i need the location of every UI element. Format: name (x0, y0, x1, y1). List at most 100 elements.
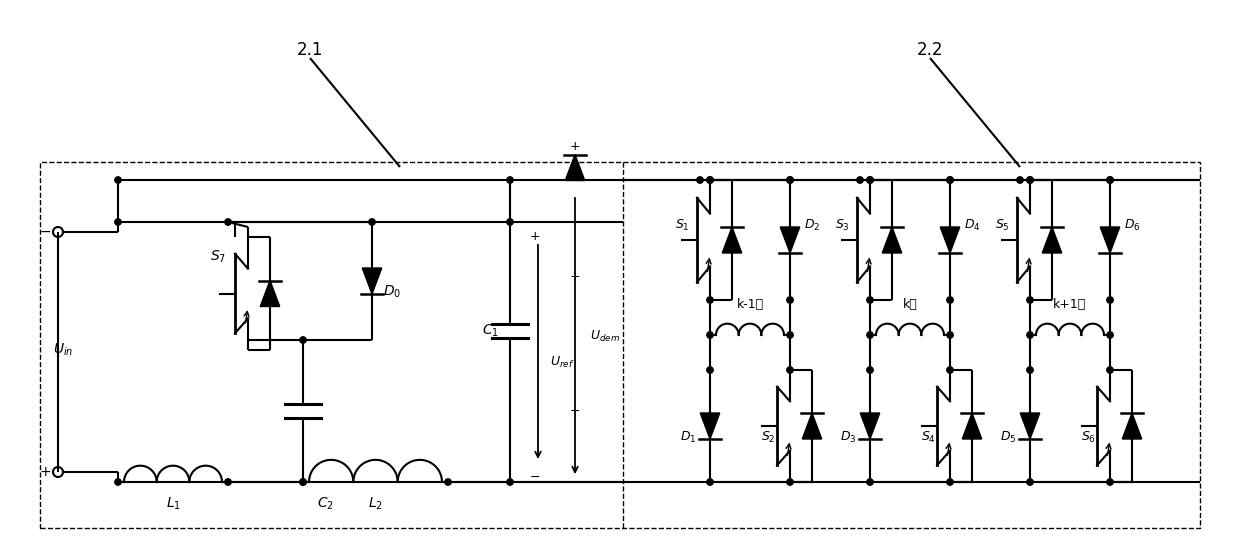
Circle shape (706, 367, 714, 373)
Circle shape (507, 177, 513, 183)
Circle shape (787, 479, 793, 485)
Circle shape (947, 297, 953, 303)
Polygon shape (565, 154, 585, 180)
Circle shape (867, 479, 873, 485)
Text: $U_{ref}$: $U_{ref}$ (550, 354, 574, 369)
Circle shape (706, 177, 714, 183)
Text: $L_1$: $L_1$ (166, 496, 181, 512)
Circle shape (115, 219, 121, 225)
Text: $S_3$: $S_3$ (835, 217, 850, 233)
Text: $S_6$: $S_6$ (1080, 430, 1095, 445)
Text: $D_1$: $D_1$ (680, 430, 696, 445)
Circle shape (867, 367, 873, 373)
Circle shape (787, 297, 793, 303)
Polygon shape (860, 413, 880, 439)
Text: $S_7$: $S_7$ (209, 249, 225, 265)
Circle shape (1027, 479, 1033, 485)
Text: 2.2: 2.2 (917, 41, 943, 59)
Circle shape (1027, 332, 1033, 338)
Circle shape (1106, 177, 1113, 183)
Circle shape (224, 219, 232, 225)
Circle shape (947, 479, 953, 485)
Circle shape (947, 177, 953, 183)
Circle shape (1027, 177, 1033, 183)
Circle shape (1106, 297, 1113, 303)
Circle shape (787, 177, 793, 183)
Polygon shape (940, 227, 960, 253)
Circle shape (947, 177, 953, 183)
Circle shape (115, 177, 121, 183)
Circle shape (300, 479, 306, 485)
Circle shape (706, 332, 714, 338)
Text: +: + (40, 465, 51, 479)
Text: +: + (570, 269, 580, 283)
Text: −: − (570, 404, 580, 418)
Circle shape (507, 479, 513, 485)
Text: $D_3$: $D_3$ (840, 430, 856, 445)
Circle shape (300, 337, 306, 343)
Circle shape (1106, 479, 1113, 485)
Text: $C_2$: $C_2$ (316, 496, 333, 512)
Circle shape (507, 219, 513, 225)
Text: +: + (570, 140, 580, 154)
Circle shape (445, 479, 451, 485)
Text: $L_2$: $L_2$ (368, 496, 383, 512)
Text: −: − (530, 471, 540, 483)
Circle shape (1027, 367, 1033, 373)
Text: $D_2$: $D_2$ (804, 217, 820, 233)
Text: k相: k相 (903, 299, 917, 311)
Text: $C_1$: $C_1$ (482, 323, 498, 339)
Text: $D_6$: $D_6$ (1124, 217, 1140, 233)
Circle shape (1027, 177, 1033, 183)
Text: $D_4$: $D_4$ (964, 217, 980, 233)
Bar (40, 162, 1201, 528)
Circle shape (1106, 367, 1113, 373)
Polygon shape (1123, 413, 1142, 439)
Text: +: + (530, 231, 540, 243)
Circle shape (706, 297, 714, 303)
Text: k-1相: k-1相 (736, 299, 763, 311)
Circle shape (1027, 297, 1033, 303)
Polygon shape (362, 268, 382, 294)
Text: −: − (40, 225, 51, 239)
Text: $S_1$: $S_1$ (675, 217, 689, 233)
Circle shape (787, 367, 793, 373)
Circle shape (706, 479, 714, 485)
Text: k+1相: k+1相 (1053, 299, 1087, 311)
Circle shape (867, 297, 873, 303)
Polygon shape (700, 413, 720, 439)
Circle shape (115, 479, 121, 485)
Circle shape (696, 177, 704, 183)
Circle shape (224, 479, 232, 485)
Circle shape (947, 332, 953, 338)
Polygon shape (781, 227, 799, 253)
Text: $S_2$: $S_2$ (761, 430, 776, 445)
Text: $U_{in}$: $U_{in}$ (53, 342, 73, 358)
Polygon shape (260, 280, 280, 306)
Circle shape (947, 367, 953, 373)
Text: $U_{dem}$: $U_{dem}$ (590, 328, 620, 343)
Circle shape (1017, 177, 1023, 183)
Text: $S_4$: $S_4$ (921, 430, 935, 445)
Text: 2.1: 2.1 (297, 41, 323, 59)
Polygon shape (1100, 227, 1120, 253)
Text: $D_5$: $D_5$ (1000, 430, 1016, 445)
Circle shape (787, 332, 793, 338)
Polygon shape (963, 413, 981, 439)
Circle shape (706, 177, 714, 183)
Circle shape (867, 177, 873, 183)
Polygon shape (802, 413, 821, 439)
Circle shape (787, 177, 793, 183)
Polygon shape (1020, 413, 1040, 439)
Text: $D_0$: $D_0$ (383, 284, 401, 300)
Text: $S_5$: $S_5$ (995, 217, 1010, 233)
Circle shape (867, 177, 873, 183)
Circle shape (300, 479, 306, 485)
Circle shape (1106, 332, 1113, 338)
Polygon shape (722, 227, 742, 253)
Polygon shape (1042, 227, 1062, 253)
Circle shape (1106, 177, 1113, 183)
Circle shape (857, 177, 864, 183)
Circle shape (867, 332, 873, 338)
Circle shape (369, 219, 375, 225)
